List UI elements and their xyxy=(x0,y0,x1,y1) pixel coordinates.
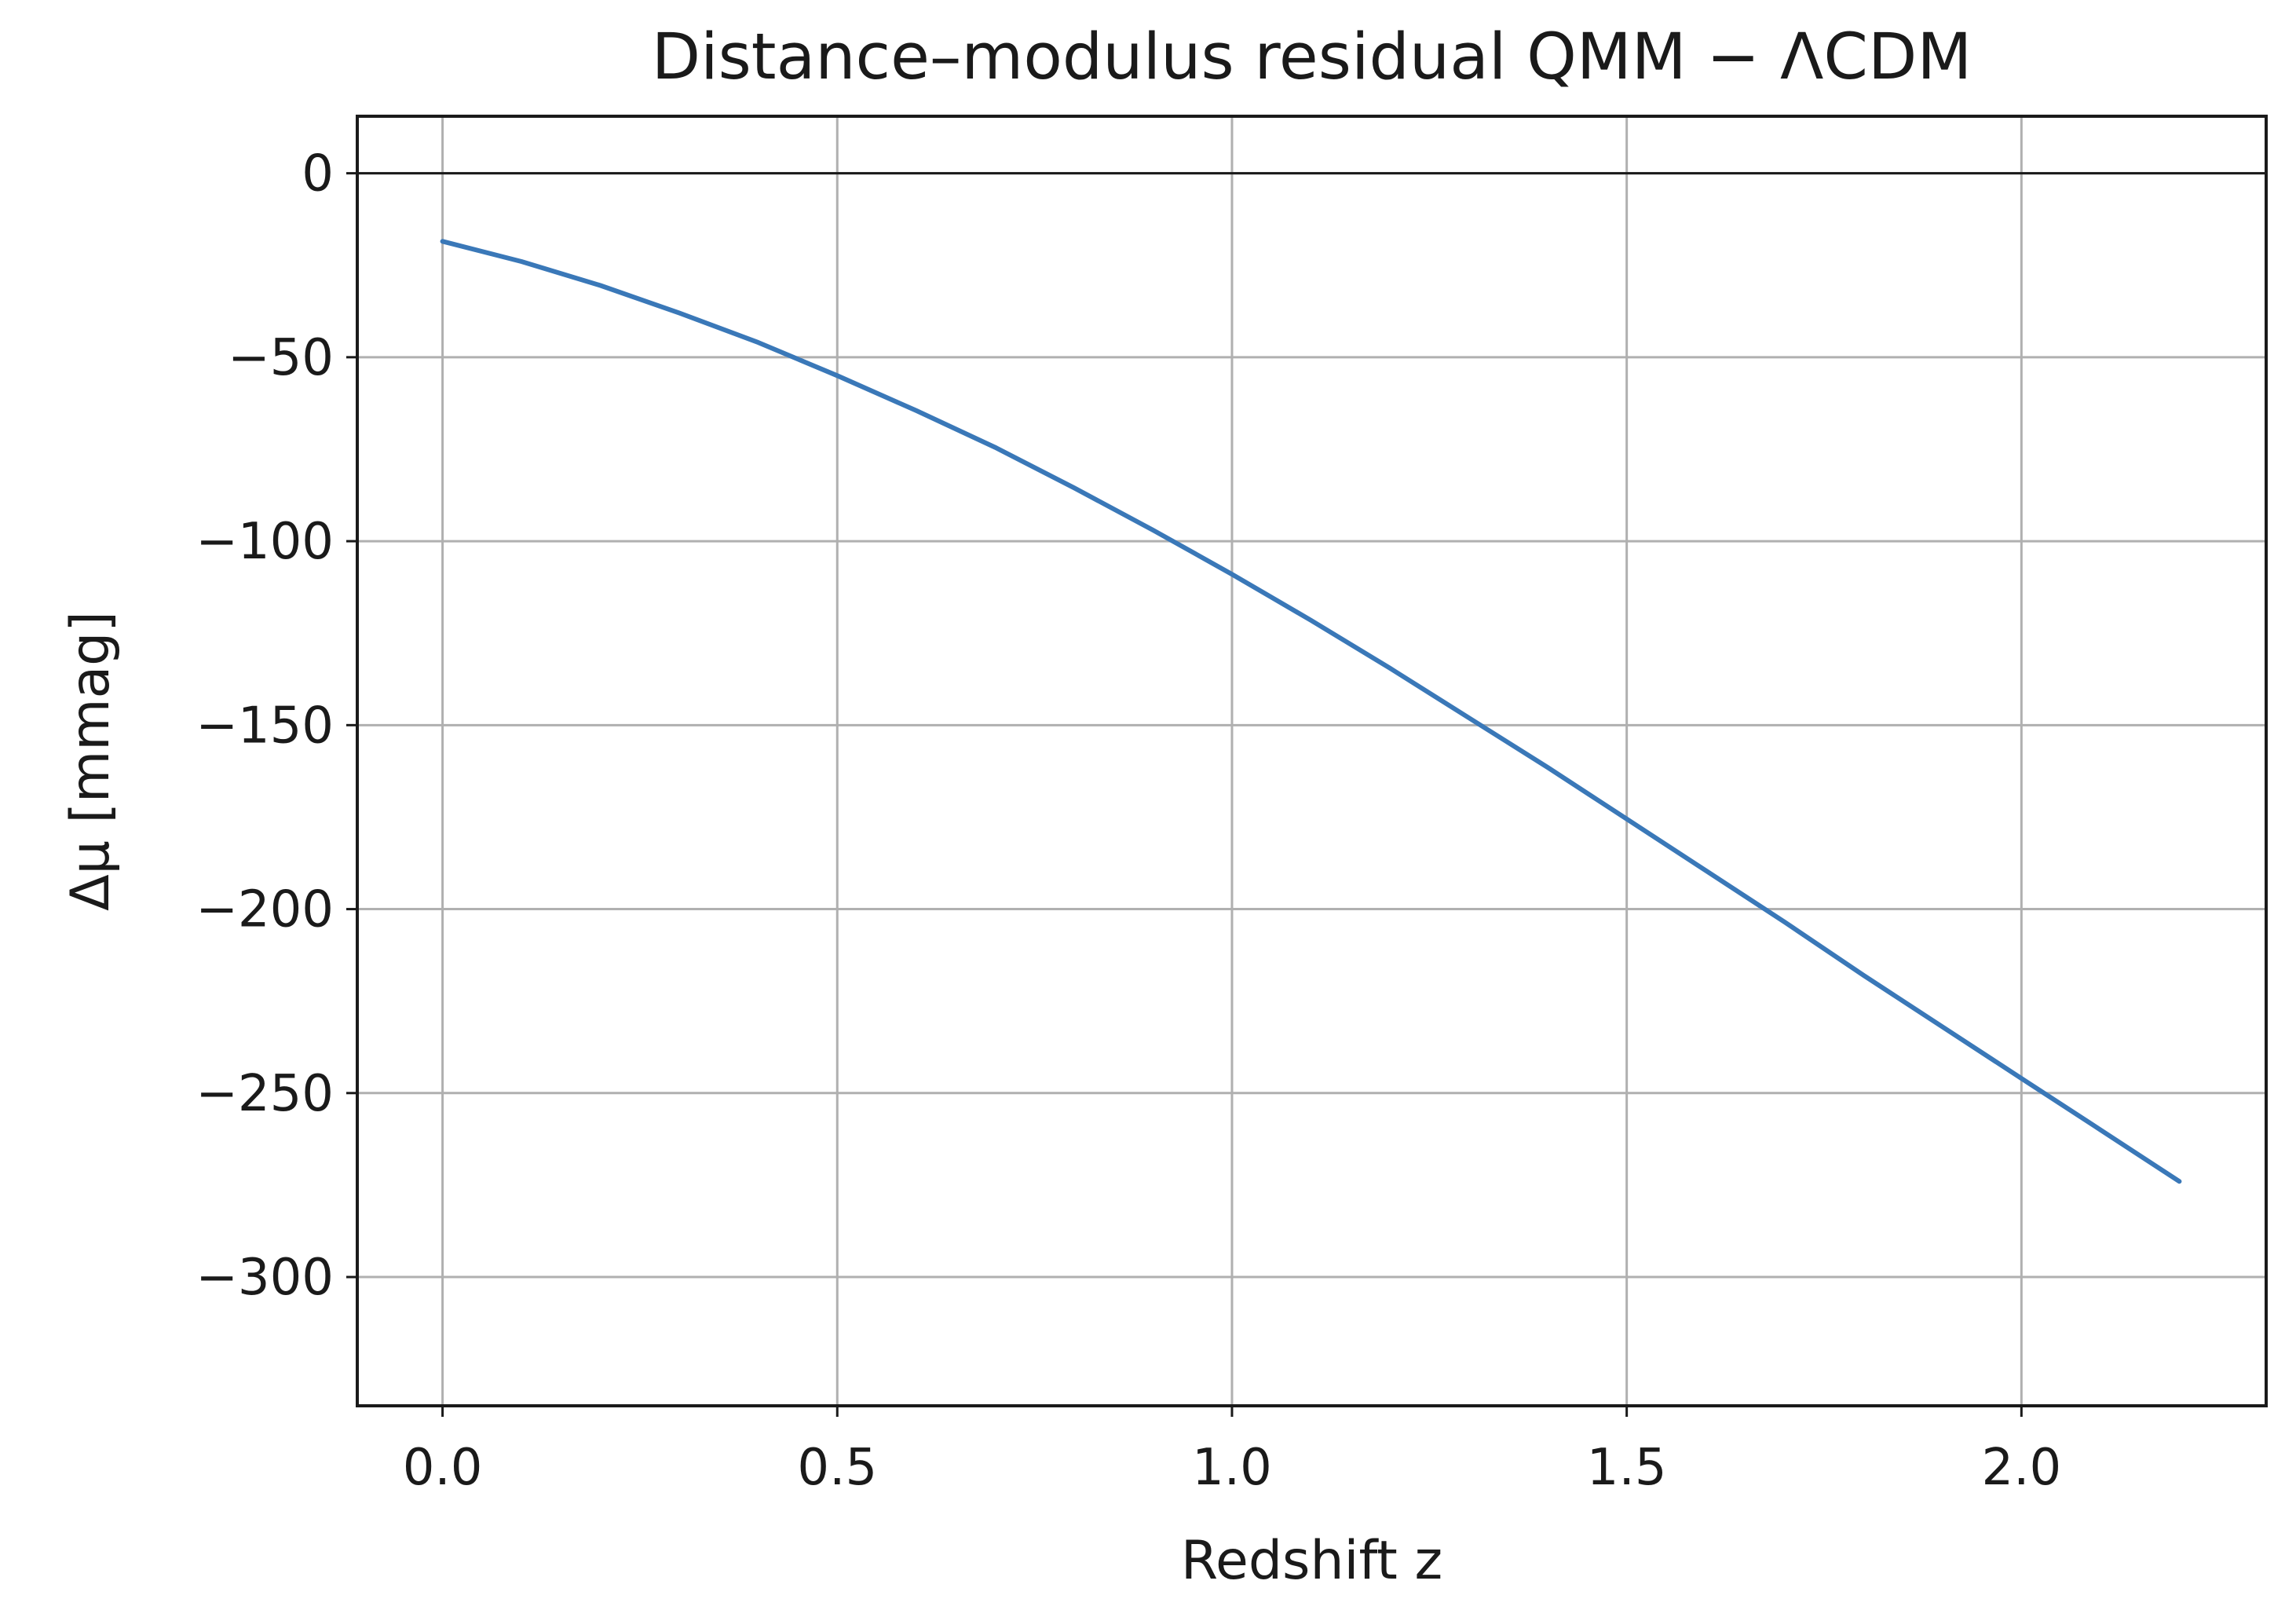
y-tick-label: −300 xyxy=(196,1249,334,1307)
x-tick-label: 0.0 xyxy=(403,1439,483,1497)
y-axis-label: Δμ [mmag] xyxy=(60,611,122,911)
x-axis-label: Redshift z xyxy=(1181,1530,1442,1592)
y-tick-label: 0 xyxy=(302,145,334,203)
ticks: 0.0 0.5 1.0 1.5 2.0 0 −50 −100 −150 −200 −250 −300 xyxy=(196,145,2061,1497)
x-tick-label: 1.5 xyxy=(1587,1439,1667,1497)
grid xyxy=(357,116,2266,1406)
series-layer xyxy=(440,239,2182,1184)
chart-title: Distance–modulus residual QMM − ΛCDM xyxy=(652,20,1972,94)
y-tick-label: −100 xyxy=(196,513,334,571)
y-tick-label: −250 xyxy=(196,1065,334,1123)
y-tick-label: −200 xyxy=(196,881,334,939)
x-tick-label: 2.0 xyxy=(1981,1439,2061,1497)
y-tick-label: −150 xyxy=(196,697,334,755)
y-tick-label: −50 xyxy=(228,329,334,387)
x-tick-label: 1.0 xyxy=(1192,1439,1272,1497)
x-tick-label: 0.5 xyxy=(797,1439,877,1497)
plot-frame xyxy=(356,115,2268,1407)
series-line xyxy=(440,239,2182,1184)
